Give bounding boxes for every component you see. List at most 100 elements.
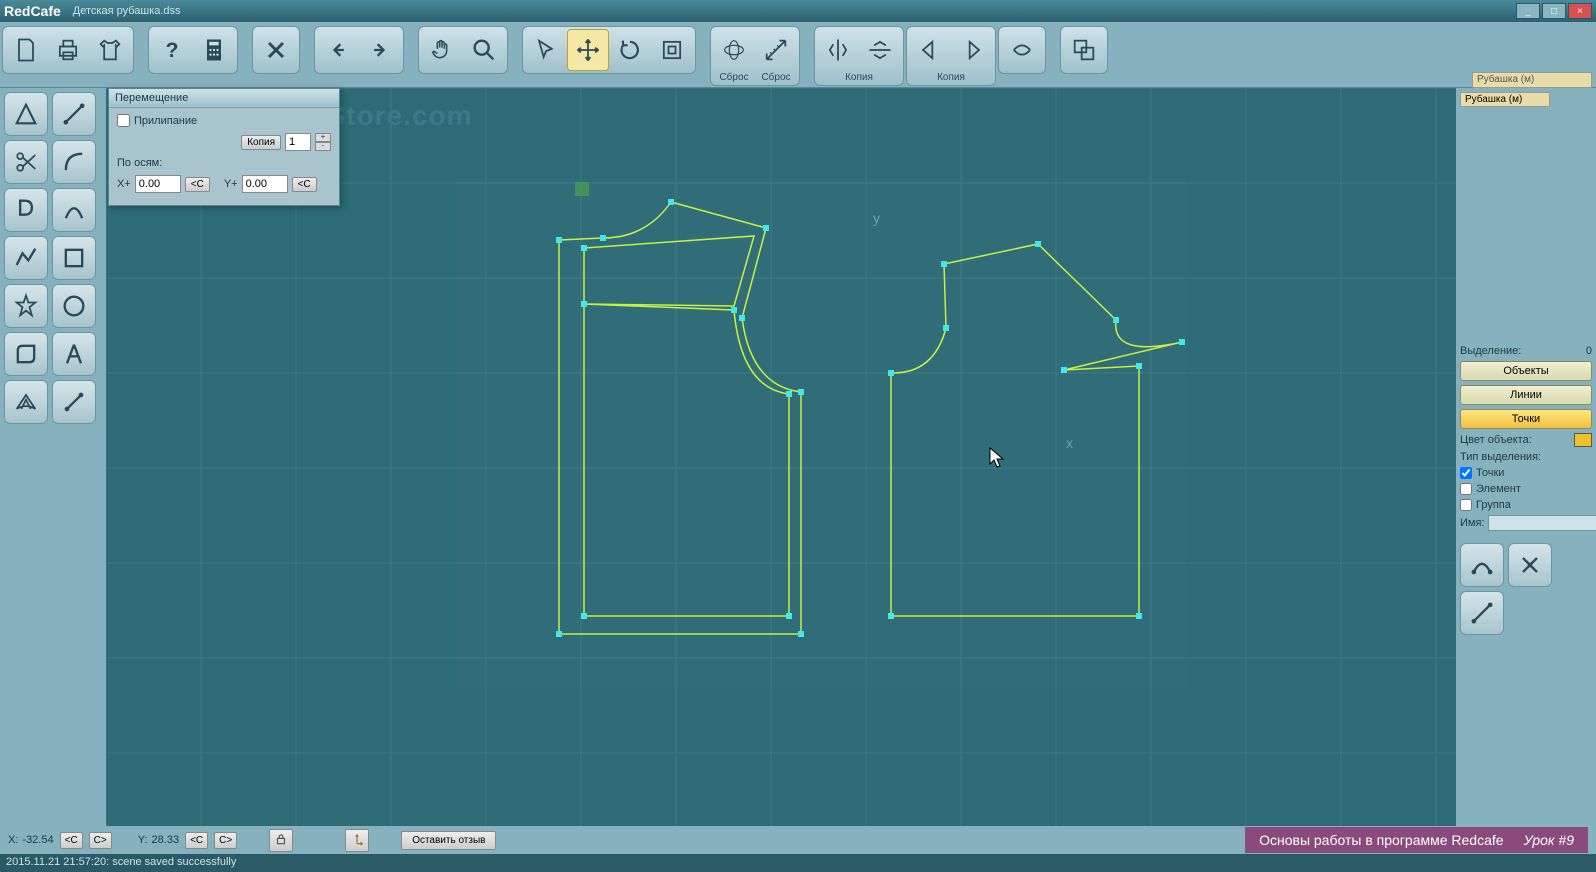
scissors-tool[interactable] xyxy=(4,140,48,184)
mirror-v-button[interactable] xyxy=(817,29,859,71)
x-c2-button[interactable]: C> xyxy=(89,832,112,849)
scale-button[interactable] xyxy=(651,29,693,71)
copy-label-1: Копия xyxy=(817,72,901,83)
y-coord-value: 28.33 xyxy=(152,834,180,846)
pan-button[interactable] xyxy=(421,29,463,71)
arc-tool[interactable] xyxy=(52,188,96,232)
x-clear-button[interactable]: <C xyxy=(185,177,210,192)
element-checkbox[interactable]: Элемент xyxy=(1460,483,1592,495)
help-group: ? xyxy=(148,26,238,74)
title-bar: RedCafe Детская рубашка.dss _ □ × xyxy=(0,0,1596,22)
reset-scale-button[interactable] xyxy=(755,29,797,71)
object-tag[interactable]: Рубашка (м) xyxy=(1460,92,1550,107)
color-label: Цвет объекта: xyxy=(1460,434,1532,446)
selection-type-label: Тип выделения: xyxy=(1460,451,1592,463)
move-panel[interactable]: Перемещение Прилипание Копия +- По осям:… xyxy=(108,88,340,206)
color-swatch[interactable] xyxy=(1574,433,1592,447)
copy-spinner[interactable]: +- xyxy=(315,133,331,151)
flip-group: Копия xyxy=(906,26,996,86)
shirt-button[interactable] xyxy=(89,29,131,71)
x-label: X+ xyxy=(117,178,131,190)
y-label: Y+ xyxy=(224,178,238,190)
origin-button[interactable] xyxy=(345,829,369,852)
flip-right-button[interactable] xyxy=(951,29,993,71)
footer-message: 2015.11.21 21:57:20: scene saved success… xyxy=(0,854,1596,872)
group-checkbox[interactable]: Группа xyxy=(1460,499,1592,511)
reset-group: Сброс Сброс xyxy=(710,26,800,86)
x-coord-value: -32.54 xyxy=(22,834,53,846)
y-c2-button[interactable]: C> xyxy=(214,832,237,849)
main-toolbar: ? Сброс Сброс Копия xyxy=(0,22,1596,88)
copy-button[interactable]: Копия xyxy=(241,135,281,150)
edit-line-button[interactable] xyxy=(1460,591,1504,635)
pen-tool[interactable] xyxy=(4,188,48,232)
maximize-button[interactable]: □ xyxy=(1542,3,1566,19)
zoom-button[interactable] xyxy=(463,29,505,71)
axes-label: По осям: xyxy=(117,157,162,169)
name-input[interactable] xyxy=(1488,515,1596,531)
text-tool[interactable] xyxy=(52,332,96,376)
redo-button[interactable] xyxy=(359,29,401,71)
triangle-tool[interactable] xyxy=(4,92,48,136)
undo-button[interactable] xyxy=(317,29,359,71)
app-name: RedCafe xyxy=(4,3,61,19)
delete-group xyxy=(252,26,300,74)
x-coord-label: X: xyxy=(8,834,18,846)
minimize-button[interactable]: _ xyxy=(1516,3,1540,19)
connect-tool[interactable] xyxy=(52,380,96,424)
flip-left-button[interactable] xyxy=(909,29,951,71)
move-panel-title: Перемещение xyxy=(109,89,339,108)
delete-button[interactable] xyxy=(255,29,297,71)
group-button[interactable] xyxy=(1063,29,1105,71)
star-tool[interactable] xyxy=(4,284,48,328)
rectangle-tool[interactable] xyxy=(52,236,96,280)
mirror-h-button[interactable] xyxy=(859,29,901,71)
rotate-button[interactable] xyxy=(609,29,651,71)
y-c1-button[interactable]: <C xyxy=(185,832,208,849)
svg-text:?: ? xyxy=(166,39,179,62)
points-button[interactable]: Точки xyxy=(1460,409,1592,429)
misc-button-1[interactable] xyxy=(1001,29,1043,71)
lock-button[interactable] xyxy=(269,829,293,852)
banner-lesson: Урок #9 xyxy=(1524,832,1574,848)
x-input[interactable] xyxy=(135,175,181,193)
file-name: Детская рубашка.dss xyxy=(73,5,181,17)
toolbar-dropdown[interactable]: Рубашка (м) xyxy=(1472,72,1592,88)
edit-curve-button[interactable] xyxy=(1460,543,1504,587)
move-button[interactable] xyxy=(567,29,609,71)
x-c1-button[interactable]: <C xyxy=(60,832,83,849)
window-controls: _ □ × xyxy=(1516,3,1592,19)
close-button[interactable]: × xyxy=(1568,3,1592,19)
objects-button[interactable]: Объекты xyxy=(1460,361,1592,381)
misc-group xyxy=(998,26,1046,74)
selection-label: Выделение: xyxy=(1460,345,1521,357)
line-tool[interactable] xyxy=(52,92,96,136)
new-file-button[interactable] xyxy=(5,29,47,71)
fan-tool[interactable] xyxy=(4,380,48,424)
polyline-tool[interactable] xyxy=(4,236,48,280)
tutorial-banner: Основы работы в программе Redcafe Урок #… xyxy=(1245,827,1588,853)
svg-text:y: y xyxy=(873,210,880,226)
edit-node-button[interactable] xyxy=(1508,543,1552,587)
calculator-button[interactable] xyxy=(193,29,235,71)
circle-tool[interactable] xyxy=(52,284,96,328)
print-button[interactable] xyxy=(47,29,89,71)
undo-group xyxy=(314,26,404,74)
y-input[interactable] xyxy=(242,175,288,193)
curve-tool[interactable] xyxy=(52,140,96,184)
reset-label-1: Сброс xyxy=(713,72,755,83)
select-button[interactable] xyxy=(525,29,567,71)
group-group xyxy=(1060,26,1108,74)
points-checkbox[interactable]: Точки xyxy=(1460,467,1592,479)
feedback-button[interactable]: Оставить отзыв xyxy=(401,831,496,850)
lines-button[interactable]: Линии xyxy=(1460,385,1592,405)
shape-tool[interactable] xyxy=(4,332,48,376)
banner-text: Основы работы в программе Redcafe xyxy=(1259,832,1503,848)
help-button[interactable]: ? xyxy=(151,29,193,71)
y-clear-button[interactable]: <C xyxy=(292,177,317,192)
snap-checkbox[interactable]: Прилипание xyxy=(117,114,331,127)
reset-rotation-button[interactable] xyxy=(713,29,755,71)
left-toolbar xyxy=(0,88,106,826)
copy-count-input[interactable] xyxy=(285,133,311,151)
name-label: Имя: xyxy=(1460,517,1484,529)
